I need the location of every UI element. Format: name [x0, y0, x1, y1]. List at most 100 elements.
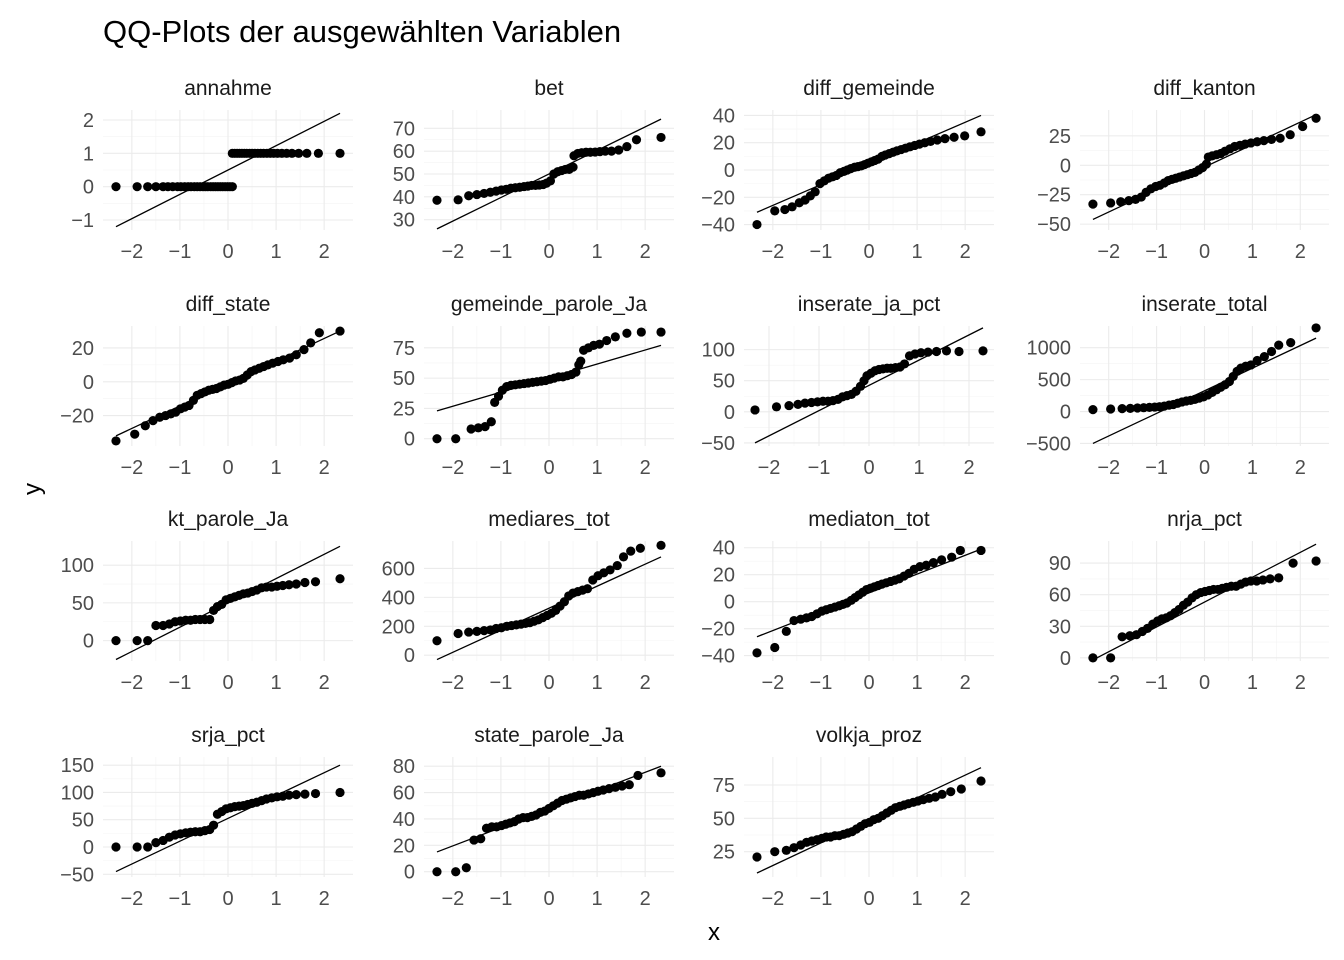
y-tick-label: 75 [393, 338, 415, 360]
x-tick-label: 0 [863, 241, 874, 263]
qq-point [955, 545, 965, 556]
qq-point [545, 176, 556, 186]
qq-point [284, 790, 294, 800]
y-tick-label: 0 [83, 372, 94, 394]
x-tick-label: −1 [490, 241, 513, 263]
x-tick-label: 2 [960, 672, 971, 694]
panel-title: inserate_total [1141, 293, 1267, 316]
panel-title: diff_kanton [1153, 77, 1255, 100]
qq-point [770, 847, 780, 857]
y-tick-label: 60 [1049, 585, 1071, 607]
panel-title: state_parole_Ja [474, 724, 624, 747]
qq-point [787, 202, 797, 212]
qq-point [771, 402, 782, 412]
qq-point [132, 182, 142, 192]
qq-point [461, 863, 471, 873]
qq-point [793, 399, 803, 409]
qq-point [291, 579, 301, 589]
y-tick-label: 40 [713, 105, 735, 127]
qq-point [960, 131, 970, 141]
x-tick-label: −2 [441, 672, 464, 694]
qq-point [480, 422, 490, 432]
qq-point [916, 348, 926, 358]
x-tick-label: 1 [271, 241, 282, 263]
y-tick-label: 50 [393, 164, 415, 186]
x-tick-label: 0 [222, 672, 233, 694]
x-tick-label: 2 [319, 672, 330, 694]
qq-point [656, 327, 666, 337]
x-tick-label: 0 [1199, 241, 1210, 263]
x-tick-label: 2 [960, 888, 971, 910]
panel-nrja_pct: nrja_pct −2 −1 0 1 2 0 30 60 90 [1049, 508, 1329, 694]
qq-point [937, 789, 947, 799]
qq-point [923, 347, 933, 357]
qq-point [1286, 337, 1296, 348]
qq-point [636, 327, 646, 337]
panel-diff_gemeinde: diff_gemeinde −2 −1 0 1 2 −40 −20 0 20 40 [701, 77, 994, 263]
qq-point [472, 189, 482, 200]
qq-point [314, 328, 324, 338]
qq-point [617, 781, 627, 791]
x-tick-label: −1 [1145, 672, 1168, 694]
x-tick-label: −2 [1097, 241, 1120, 263]
y-tick-label: 200 [382, 616, 415, 638]
qq-point [205, 614, 215, 625]
qq-point [656, 768, 666, 778]
y-tick-label: 80 [393, 756, 415, 778]
y-tick-label: 0 [724, 160, 735, 182]
x-tick-label: −1 [169, 672, 192, 694]
y-tick-label: −40 [701, 215, 735, 237]
qq-point [451, 867, 461, 877]
x-tick-label: −1 [169, 888, 192, 910]
y-tick-label: 0 [1060, 155, 1071, 177]
y-tick-label: 30 [1049, 616, 1071, 638]
x-tick-label: −2 [1097, 672, 1120, 694]
qq-point [1259, 352, 1269, 362]
qq-point [635, 543, 645, 553]
qq-point [610, 332, 620, 342]
y-tick-label: 90 [1049, 553, 1071, 575]
x-tick-label: 0 [543, 241, 554, 263]
qq-point [770, 642, 780, 653]
x-tick-label: 1 [271, 672, 282, 694]
qq-point [143, 636, 153, 646]
y-tick-label: −20 [701, 187, 735, 209]
qq-point [978, 346, 988, 356]
y-tick-label: 0 [404, 645, 415, 667]
x-tick-label: 2 [640, 457, 651, 479]
x-tick-label: 0 [543, 888, 554, 910]
panel-title: gemeinde_parole_Ja [451, 293, 647, 316]
x-tick-label: −1 [808, 457, 831, 479]
qq-point [1106, 198, 1116, 208]
y-tick-label: 60 [393, 141, 415, 163]
qq-point [335, 574, 345, 584]
qq-point [947, 552, 957, 562]
panel-inserate_ja_pct: inserate_ja_pct −2 −1 0 1 2 −50 0 50 100 [701, 293, 994, 479]
y-tick-label: 0 [83, 837, 94, 859]
qq-point [310, 577, 321, 587]
x-tick-label: −1 [810, 241, 833, 263]
qq-point [594, 339, 605, 349]
x-tick-label: −1 [1145, 457, 1168, 479]
x-tick-label: 2 [319, 457, 330, 479]
qq-point [921, 560, 931, 570]
x-tick-label: −2 [120, 457, 143, 479]
qq-reference-line [1092, 543, 1317, 661]
x-tick-label: 1 [592, 672, 603, 694]
x-tick-label: −2 [441, 457, 464, 479]
x-tick-label: 2 [1295, 457, 1306, 479]
x-tick-label: −1 [490, 888, 513, 910]
x-tick-label: −2 [761, 888, 784, 910]
y-tick-label: 50 [713, 371, 735, 393]
qq-reference-line [115, 764, 341, 873]
qq-point [227, 182, 237, 192]
qq-point [602, 335, 612, 346]
x-tick-label: −2 [441, 888, 464, 910]
qq-point [752, 219, 762, 230]
panel-title: mediares_tot [488, 508, 610, 531]
qq-point [1106, 653, 1116, 663]
qq-point [432, 867, 442, 877]
x-tick-label: −2 [441, 241, 464, 263]
panel-annahme: annahme −2 −1 0 1 2 −1 0 1 2 [71, 77, 353, 263]
